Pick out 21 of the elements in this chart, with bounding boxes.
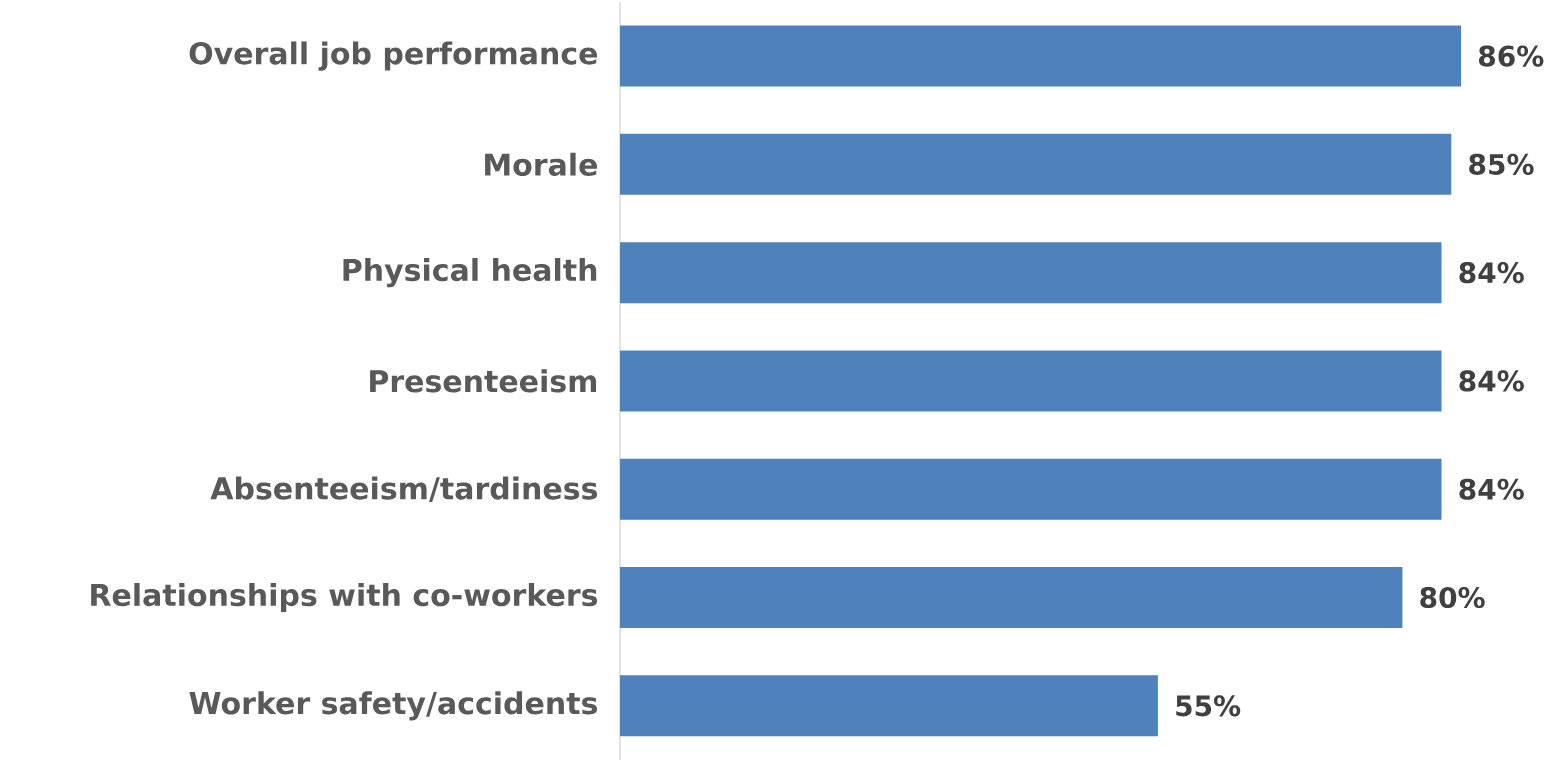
data-label: 80% [1420, 586, 1485, 609]
y-tick-label: Overall job performance [189, 41, 598, 71]
y-tick-label: Presenteeism [370, 369, 597, 393]
bar [620, 675, 1158, 737]
data-label: 55% [1176, 695, 1241, 717]
data-label: 86% [1478, 45, 1544, 67]
y-tick-label: Worker safety/accidents [189, 691, 598, 721]
data-label: 84% [1459, 262, 1524, 284]
bar [620, 350, 1442, 412]
bar [620, 25, 1462, 87]
bar [620, 567, 1403, 629]
y-tick-label: Physical health [343, 258, 597, 288]
y-tick-label: Relationships with co-workers [91, 583, 598, 613]
bar [620, 133, 1452, 195]
bar [620, 458, 1442, 520]
data-label: 84% [1459, 478, 1524, 500]
y-tick-label: Morale [485, 152, 598, 176]
bar [620, 242, 1442, 304]
data-label: 84% [1459, 370, 1524, 392]
y-tick-label: Absenteeism/tardiness [210, 476, 598, 503]
data-label: 85% [1469, 153, 1534, 175]
